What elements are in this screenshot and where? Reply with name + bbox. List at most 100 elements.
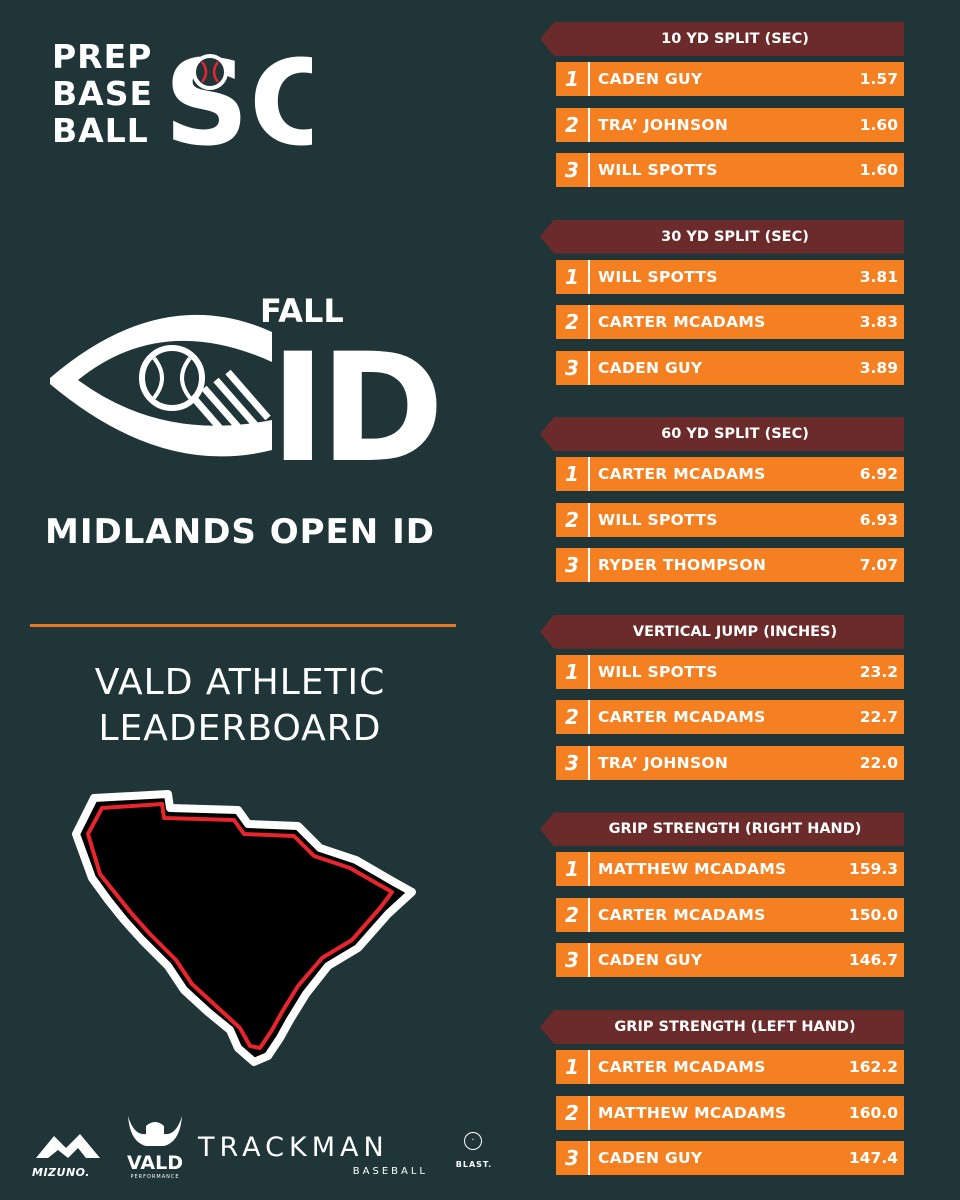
leaderboard-row: 1 MATTHEW MCADAMS 159.3 <box>556 852 904 887</box>
rank-number: 3 <box>556 548 590 583</box>
result-value: 1.57 <box>859 70 898 88</box>
section-title: 60 YD SPLIT (SEC) <box>661 426 809 443</box>
leaderboard-row: 2 WILL SPOTTS 6.93 <box>556 502 904 537</box>
result-value: 3.81 <box>859 267 898 286</box>
athlete-name: TRA’ JOHNSON <box>598 115 729 134</box>
result-value: 1.60 <box>859 115 898 134</box>
leaderboard-section: GRIP STRENGTH (RIGHT HAND) 1 MATTHEW MCADA… <box>540 812 904 989</box>
athlete-name: CADEN GUY <box>598 1149 703 1167</box>
rank-number: 1 <box>556 259 590 294</box>
section-title: VERTICAL JUMP (INCHES) <box>632 623 838 640</box>
vald-logo: VALD PERFORMANCE <box>120 1112 190 1180</box>
section-header: 10 YD SPLIT (SEC) <box>540 22 904 56</box>
athlete-name: MATTHEW MCADAMS <box>598 860 787 879</box>
section-header: GRIP STRENGTH (RIGHT HAND) <box>540 812 904 847</box>
leaderboard-row: 1 WILL SPOTTS 23.2 <box>556 654 904 689</box>
leaderboard-row: 3 CADEN GUY 147.4 <box>556 1141 904 1175</box>
athlete-name: CADEN GUY <box>598 70 703 88</box>
trackman-logo: TRACKMAN BASEBALL <box>198 1132 428 1178</box>
rank-number: 1 <box>556 852 590 887</box>
athlete-name: MATTHEW MCADAMS <box>598 1103 787 1122</box>
logo-word: BASE <box>52 74 154 113</box>
section-header: GRIP STRENGTH (LEFT HAND) <box>540 1010 904 1044</box>
section-header: 60 YD SPLIT (SEC) <box>540 417 904 452</box>
rank-number: 3 <box>556 350 590 385</box>
leaderboard-row: 3 CADEN GUY 3.89 <box>556 350 904 385</box>
subtitle-line: LEADERBOARD <box>98 708 382 749</box>
leaderboard-row: 2 CARTER MCADAMS 150.0 <box>556 897 904 932</box>
section-header: VERTICAL JUMP (INCHES) <box>540 614 904 649</box>
fall-id-logo-icon: FALL ID <box>50 292 444 468</box>
logo-word: BALL <box>52 111 149 150</box>
rank-number: 3 <box>556 153 590 187</box>
athlete-name: WILL SPOTTS <box>598 662 718 681</box>
athlete-name: CARTER MCADAMS <box>598 1058 766 1076</box>
athlete-name: CARTER MCADAMS <box>598 313 766 332</box>
leaderboard-row: 3 CADEN GUY 146.7 <box>556 943 904 978</box>
result-value: 162.2 <box>848 1058 898 1076</box>
result-value: 159.3 <box>848 860 898 879</box>
blast-logo: · BLAST. <box>454 1132 494 1178</box>
leaderboard-row: 2 CARTER MCADAMS 3.83 <box>556 305 904 340</box>
leaderboard-row: 3 TRA’ JOHNSON 22.0 <box>556 745 904 780</box>
result-value: 7.07 <box>859 556 898 575</box>
athlete-name: RYDER THOMPSON <box>598 556 767 575</box>
event-title: MIDLANDS OPEN ID <box>45 512 435 552</box>
vald-text: VALD <box>127 1152 183 1174</box>
athlete-name: WILL SPOTTS <box>598 267 718 286</box>
logo-letters: SC <box>164 38 312 156</box>
result-value: 6.92 <box>859 465 898 484</box>
result-value: 22.7 <box>859 708 898 727</box>
leaderboard-section: 30 YD SPLIT (SEC) 1 WILL SPOTTS 3.81 2 CARTER… <box>540 219 904 397</box>
sponsor-bar: MIZUNO. VALD PERFORMANCE TRACKMAN BASEBA… <box>30 1112 510 1182</box>
rank-number: 3 <box>556 1141 590 1175</box>
athlete-name: WILL SPOTTS <box>598 510 718 529</box>
rank-number: 1 <box>556 62 590 96</box>
section-title: GRIP STRENGTH (LEFT HAND) <box>614 1019 856 1035</box>
rank-number: 2 <box>556 305 590 340</box>
result-value: 3.83 <box>859 313 898 332</box>
rank-number: 3 <box>556 745 590 780</box>
result-value: 160.0 <box>848 1103 898 1122</box>
trackman-text: TRACKMAN <box>198 1132 389 1163</box>
leaderboard-row: 1 WILL SPOTTS 3.81 <box>556 259 904 294</box>
section-header: 30 YD SPLIT (SEC) <box>540 219 904 254</box>
leaderboard-section: VERTICAL JUMP (INCHES) 1 WILL SPOTTS 23.2 2 C… <box>540 614 904 792</box>
trackman-subtext: BASEBALL <box>352 1166 428 1177</box>
south-carolina-map-icon <box>72 790 416 1066</box>
result-value: 3.89 <box>859 358 898 377</box>
logo-word: PREP <box>52 37 153 76</box>
rank-number: 2 <box>556 700 590 735</box>
result-value: 150.0 <box>848 905 898 924</box>
section-title: 10 YD SPLIT (SEC) <box>661 31 809 47</box>
blast-icon: · <box>464 1132 482 1150</box>
result-value: 22.0 <box>859 753 898 772</box>
id-label: ID <box>270 322 438 468</box>
leaderboard-row: 1 CARTER MCADAMS 162.2 <box>556 1050 904 1084</box>
result-value: 6.93 <box>859 510 898 529</box>
rank-number: 2 <box>556 502 590 537</box>
athlete-name: WILL SPOTTS <box>598 161 718 179</box>
rank-number: 1 <box>556 1050 590 1084</box>
athlete-name: CADEN GUY <box>598 951 703 970</box>
leaderboard-row: 1 CADEN GUY 1.57 <box>556 62 904 96</box>
subtitle-line: VALD ATHLETIC <box>94 662 386 703</box>
leaderboard-row: 2 TRA’ JOHNSON 1.60 <box>556 107 904 142</box>
athlete-name: TRA’ JOHNSON <box>598 753 729 772</box>
leaderboard-row: 3 RYDER THOMPSON 7.07 <box>556 548 904 583</box>
vald-helmet-icon <box>128 1116 182 1146</box>
leaderboard-section: GRIP STRENGTH (LEFT HAND) 1 CARTER MCADAMS… <box>540 1010 904 1187</box>
rank-number: 1 <box>556 654 590 689</box>
result-value: 146.7 <box>848 951 898 970</box>
athlete-name: CARTER MCADAMS <box>598 465 766 484</box>
fall-label: FALL <box>260 292 344 330</box>
divider <box>30 624 456 627</box>
rank-number: 1 <box>556 457 590 492</box>
section-title: GRIP STRENGTH (RIGHT HAND) <box>608 821 862 838</box>
result-value: 23.2 <box>859 662 898 681</box>
leaderboard-subtitle: VALD ATHLETIC LEADERBOARD <box>0 660 480 752</box>
athlete-name: CADEN GUY <box>598 358 703 377</box>
mizuno-runbird-icon <box>36 1134 100 1158</box>
leaderboard-row: 3 WILL SPOTTS 1.60 <box>556 153 904 187</box>
prep-baseball-sc-logo: PREP BASE BALL SC <box>52 38 312 158</box>
